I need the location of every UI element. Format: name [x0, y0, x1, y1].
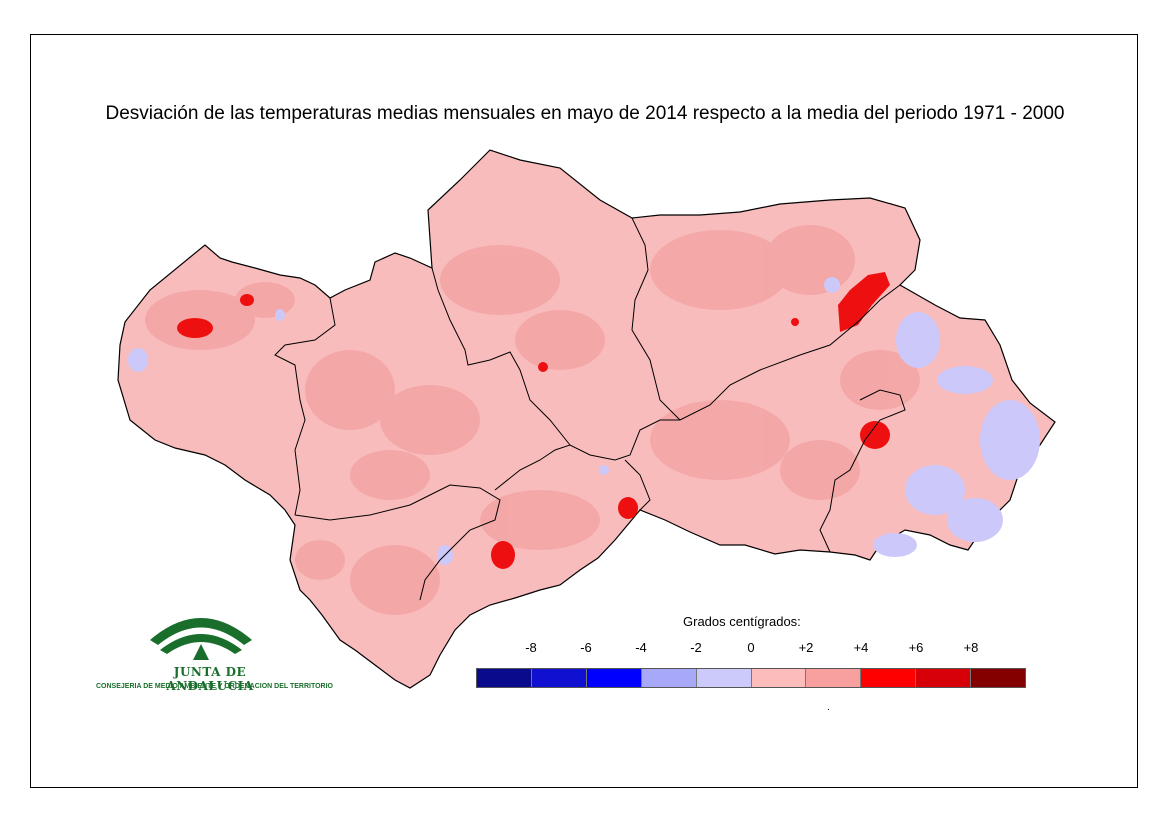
logo-name: JUNTA DE ANDALUCIA	[166, 665, 254, 693]
map-title: Desviación de las temperaturas medias me…	[105, 103, 1065, 124]
legend-tick-label: 0	[747, 640, 755, 655]
legend-swatch	[586, 669, 642, 687]
province-boundaries	[274, 217, 906, 601]
legend-swatch	[806, 669, 862, 687]
legend-color-bar	[476, 668, 1026, 688]
deviation-plus4-areas	[177, 272, 890, 569]
legend-swatch	[751, 669, 807, 687]
legend-tick-label: +4	[853, 640, 869, 655]
logo-subtitle: CONSEJERIA DE MEDIO AMBIENTE Y ORDENACIO…	[96, 683, 333, 690]
legend-tick-label: +2	[798, 640, 814, 655]
legend-swatch	[916, 669, 972, 687]
legend-tick-label: -4	[635, 640, 647, 655]
legend-swatch	[971, 669, 1026, 687]
legend-tick-label: -6	[580, 640, 592, 655]
map-frame	[30, 34, 1138, 788]
legend-tick-label: -2	[690, 640, 702, 655]
deviation-0-areas	[128, 277, 1040, 565]
legend-swatch	[641, 669, 697, 687]
legend-swatch	[696, 669, 752, 687]
legend-swatch	[477, 669, 532, 687]
legend-swatch	[861, 669, 917, 687]
legend-swatch	[531, 669, 587, 687]
legend-title: Grados centígrados:	[683, 614, 801, 629]
footnote-dot: .	[827, 702, 830, 713]
legend-tick-label: +6	[908, 640, 924, 655]
junta-andalucia-logo	[150, 618, 252, 660]
legend-tick-label: +8	[963, 640, 979, 655]
legend-tick-label: -8	[525, 640, 537, 655]
